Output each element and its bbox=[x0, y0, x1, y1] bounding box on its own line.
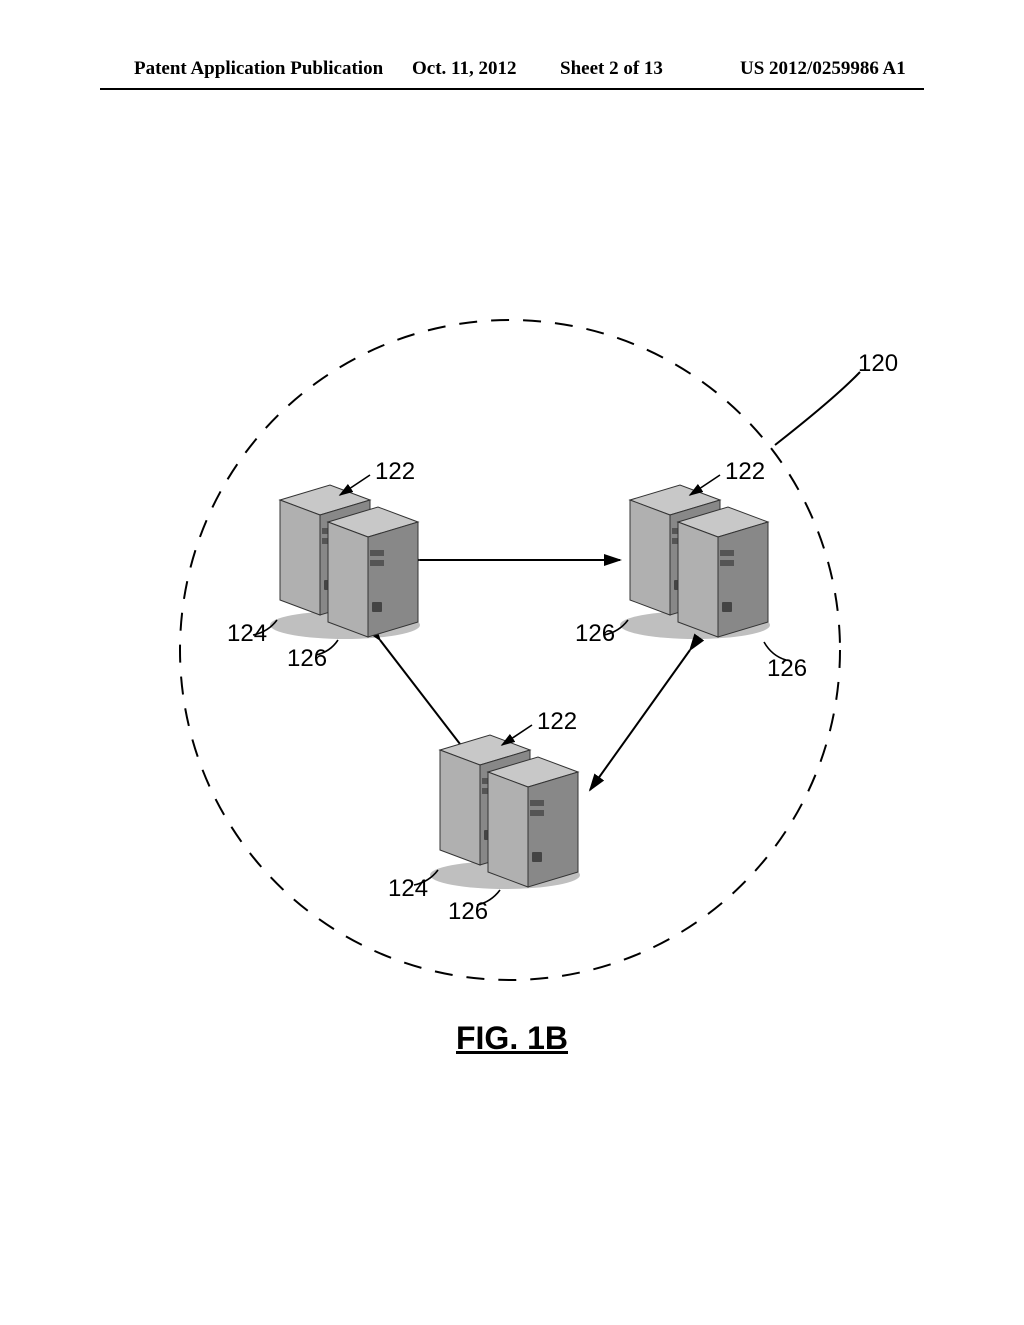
server-cluster-tl bbox=[270, 485, 420, 639]
figure-caption: FIG. 1B bbox=[456, 1020, 568, 1057]
label-124-tl: 124 bbox=[227, 620, 267, 648]
label-122-tl: 122 bbox=[375, 458, 415, 486]
server-cluster-tr bbox=[620, 485, 770, 639]
label-122-b: 122 bbox=[537, 708, 577, 736]
label-126-tr-right: 126 bbox=[767, 655, 807, 683]
leader-122-b bbox=[502, 725, 532, 745]
label-120: 120 bbox=[858, 350, 898, 378]
label-126-tr-left: 126 bbox=[575, 620, 615, 648]
diagram-svg bbox=[0, 0, 1024, 1320]
server-cluster-b bbox=[430, 735, 580, 889]
leader-122-tr bbox=[690, 475, 720, 495]
label-122-tr: 122 bbox=[725, 458, 765, 486]
leader-120 bbox=[775, 372, 860, 445]
edge-tr-b bbox=[590, 650, 690, 790]
label-126-tl: 126 bbox=[287, 645, 327, 673]
label-124-b: 124 bbox=[388, 875, 428, 903]
figure-1b: 120 122 124 126 122 126 126 122 124 126 … bbox=[0, 0, 1024, 1320]
leader-122-tl bbox=[340, 475, 370, 495]
label-126-b: 126 bbox=[448, 898, 488, 926]
